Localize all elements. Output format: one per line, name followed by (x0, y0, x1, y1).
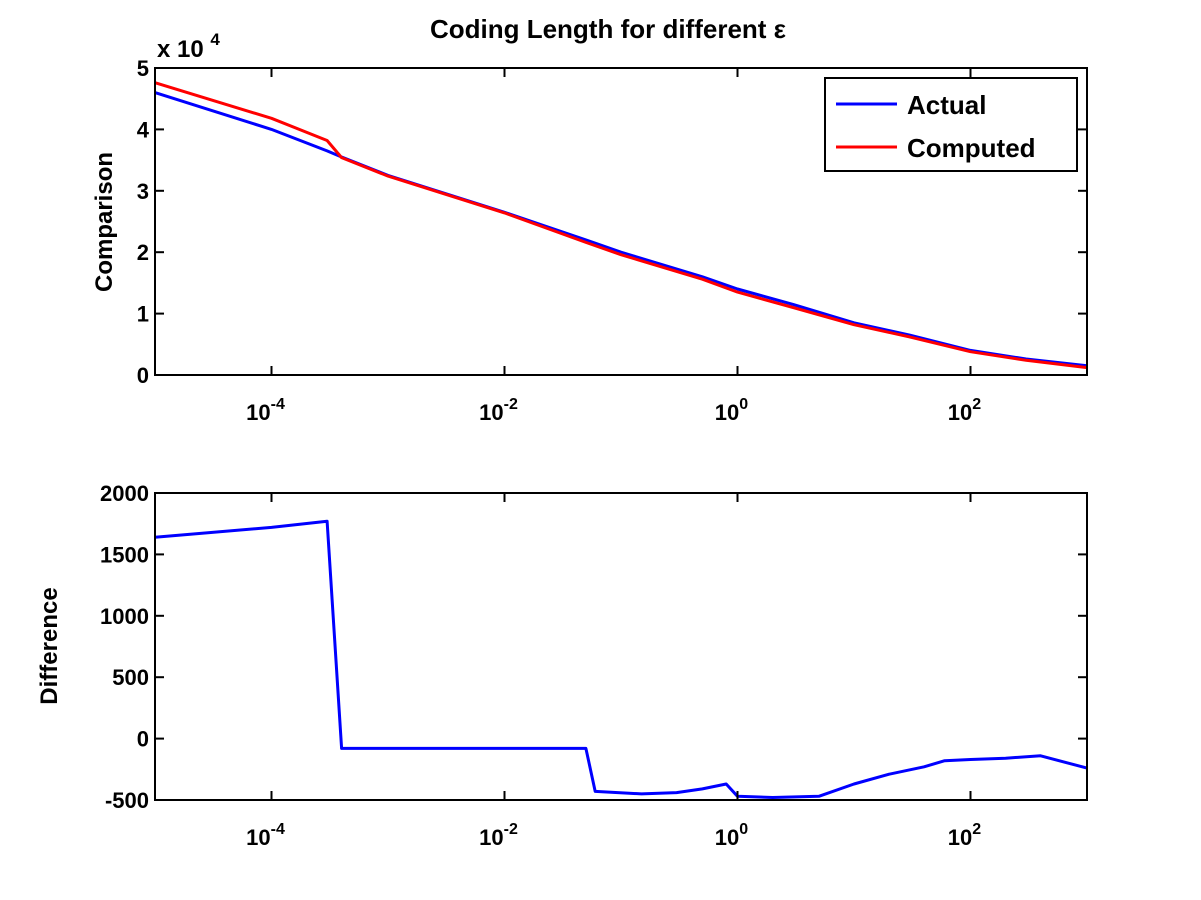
bottom-chart-y-tick-label: 2000 (100, 481, 149, 506)
chart-title: Coding Length for different ε (430, 14, 786, 44)
bottom-chart-ylabel: Difference (36, 587, 63, 704)
top-chart-y-tick-label: 3 (137, 179, 149, 204)
bottom-chart-y-tick-label: 1000 (100, 604, 149, 629)
top-chart-y-tick-label: 4 (137, 117, 150, 142)
bottom-chart-frame (154, 492, 1088, 801)
top-chart: 10-4 10-2 100 102 0 1 2 3 4 5 Comparison x 10 4 A… (91, 30, 1088, 425)
y-multiplier-label: x 10 4 (157, 30, 220, 63)
top-chart-y-tick-label: 0 (137, 363, 149, 388)
bottom-chart-y-tick-label: -500 (105, 788, 149, 813)
y-multiplier-base: x 10 (157, 36, 204, 63)
top-chart-series-line-actual (154, 91, 1088, 368)
top-chart-ticks: 10-4 10-2 100 102 0 1 2 3 4 5 (137, 56, 1087, 425)
top-chart-frame (154, 67, 1088, 376)
bottom-chart-ticks: 10-4 10-2 100 102 -500 0 500 1000 1500 2000 (100, 481, 1087, 850)
bottom-chart-x-tick-label: 100 (715, 821, 748, 850)
bottom-chart: 10-4 10-2 100 102 -500 0 500 1000 1500 2000 Diffe… (36, 481, 1088, 850)
top-chart-x-tick-label: 10-4 (246, 396, 285, 425)
legend-box (824, 77, 1078, 172)
bottom-chart-x-tick-label: 10-4 (246, 821, 285, 850)
legend: Actual Computed (824, 77, 1078, 172)
top-chart-x-tick-label: 100 (715, 396, 748, 425)
top-chart-x-tick-label: 102 (948, 396, 981, 425)
top-chart-series-line-computed (154, 81, 1088, 370)
top-chart-x-tick-label: 10-2 (479, 396, 518, 425)
bottom-chart-y-tick-label: 0 (137, 727, 149, 752)
top-chart-lines (154, 81, 1088, 370)
top-chart-y-tick-label: 5 (137, 56, 149, 81)
bottom-chart-y-tick-label: 1500 (100, 542, 149, 567)
top-chart-y-tick-label: 1 (137, 302, 149, 327)
bottom-chart-lines (154, 519, 1088, 799)
bottom-chart-x-tick-label: 102 (948, 821, 981, 850)
bottom-chart-series-line-0 (154, 519, 1088, 799)
legend-label-actual: Actual (907, 90, 986, 120)
legend-label-computed: Computed (907, 133, 1036, 163)
bottom-chart-x-tick-label: 10-2 (479, 821, 518, 850)
y-multiplier-exponent: 4 (210, 30, 220, 49)
top-chart-ylabel: Comparison (91, 152, 118, 292)
bottom-chart-y-tick-label: 500 (112, 665, 149, 690)
top-chart-y-tick-label: 2 (137, 240, 149, 265)
